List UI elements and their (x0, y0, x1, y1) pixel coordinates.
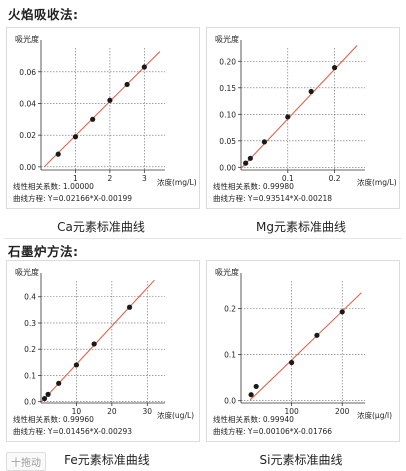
flame-method-heading: 火焰吸收法: (8, 7, 79, 22)
fit-line (241, 45, 358, 168)
y-tick-label: 0.2 (224, 305, 236, 314)
data-point (247, 155, 253, 161)
y-tick-label: 0.06 (19, 68, 36, 77)
data-point (41, 395, 48, 402)
equation-text: 曲线方程: Y=0.93514*X-0.00218 (213, 193, 332, 203)
data-point (141, 64, 147, 70)
y-tick-label: 0.00 (219, 163, 236, 172)
ca-caption: Ca元素标准曲线 (57, 220, 145, 234)
fe-chart-panel: 0.0 0.1 0.2 0.3 0.4 10 20 30 吸光度浓度(ug/L) 线性相关系数: … (6, 260, 200, 442)
data-point (289, 359, 295, 366)
mg-chart-panel: 0.00 0.05 0.10 0.15 0.20 0.1 0.2 吸光度浓度(mg/L) 线性相… (206, 27, 400, 209)
y-tick-label: 0.00 (19, 163, 36, 172)
correlation-text: 线性相关系数: 0.99980 (213, 181, 294, 191)
y-axis-label: 吸光度 (15, 267, 39, 277)
fe-caption: Fe元素标准曲线 (64, 453, 150, 467)
y-tick-label: 0.10 (219, 110, 236, 119)
x-axis-label: 浓度(mg/L) (157, 177, 197, 187)
y-tick-label: 0.20 (219, 57, 236, 66)
data-point (261, 139, 267, 145)
si-caption: Si元素标准曲线 (259, 453, 343, 467)
x-tick-label: 0.2 (329, 174, 341, 183)
y-tick-label: 0.0 (24, 398, 36, 407)
data-point (331, 65, 338, 71)
data-point (126, 304, 133, 310)
data-point (308, 88, 314, 95)
equation-text: 曲线方程: Y=0.02166*X-0.00199 (13, 193, 132, 203)
y-tick-label: 0.1 (24, 371, 36, 380)
data-point (90, 116, 96, 122)
x-tick-label: 30 (143, 407, 153, 416)
data-point (56, 380, 62, 386)
y-axis-label: 吸光度 (215, 34, 239, 44)
section-divider (4, 238, 402, 239)
x-tick-label: 1 (73, 174, 78, 183)
data-point (248, 392, 254, 398)
graphite-method-heading: 石墨炉方法: (8, 244, 79, 259)
y-tick-label: 0.3 (24, 319, 36, 328)
y-tick-label: 0.05 (219, 137, 236, 146)
y-tick-label: 0.02 (19, 131, 36, 140)
correlation-text: 线性相关系数: 1.00000 (13, 181, 94, 191)
ca-chart-panel: 0.00 0.02 0.04 0.06 1 2 3 吸光度浓度(mg/L) 线性相关系数: 1.… (6, 27, 200, 209)
y-tick-label: 0.4 (24, 293, 36, 302)
x-tick-label: 200 (335, 407, 350, 416)
correlation-text: 线性相关系数: 0.99940 (213, 414, 294, 424)
data-point (45, 391, 51, 397)
y-tick-label: 0.0 (224, 397, 236, 406)
y-tick-label: 0.04 (19, 99, 36, 108)
data-point (72, 134, 79, 140)
data-point (285, 114, 291, 120)
data-point (124, 81, 130, 88)
data-point (91, 341, 97, 347)
mg-caption: Mg元素标准曲线 (256, 220, 346, 234)
correlation-text: 线性相关系数: 0.99960 (13, 414, 94, 424)
data-point (243, 160, 249, 166)
x-tick-label: 3 (142, 174, 147, 183)
data-point (339, 309, 345, 315)
x-tick-label: 20 (107, 407, 117, 416)
si-chart-panel: 0.0 0.1 0.2 100 200 吸光度浓度(μg/l) 线性相关系数: 0.9994… (206, 260, 400, 442)
equation-text: 曲线方程: Y=0.01456*X-0.00293 (13, 426, 132, 436)
fit-line (41, 279, 155, 402)
x-tick-label: 0.1 (282, 174, 294, 183)
data-point (55, 151, 61, 157)
x-tick-label: 100 (284, 407, 299, 416)
y-tick-label: 0.1 (224, 351, 236, 360)
data-point (314, 332, 320, 338)
x-axis-label: 浓度(μg/l) (357, 410, 392, 420)
y-tick-label: 0.2 (24, 345, 36, 354)
fit-line (44, 51, 161, 167)
data-point (253, 383, 259, 390)
equation-text: 曲线方程: Y=0.00106*X-0.01766 (213, 426, 332, 436)
data-point (107, 97, 113, 103)
y-axis-label: 吸光度 (15, 34, 39, 44)
x-axis-label: 浓度(mg/L) (357, 177, 397, 187)
x-axis-label: 浓度(ug/L) (157, 410, 194, 420)
data-point (73, 362, 80, 368)
fit-line (249, 292, 362, 401)
y-axis-label: 吸光度 (215, 267, 239, 277)
x-tick-label: 10 (72, 407, 82, 416)
y-tick-label: 0.15 (219, 84, 236, 93)
x-tick-label: 2 (107, 174, 112, 183)
